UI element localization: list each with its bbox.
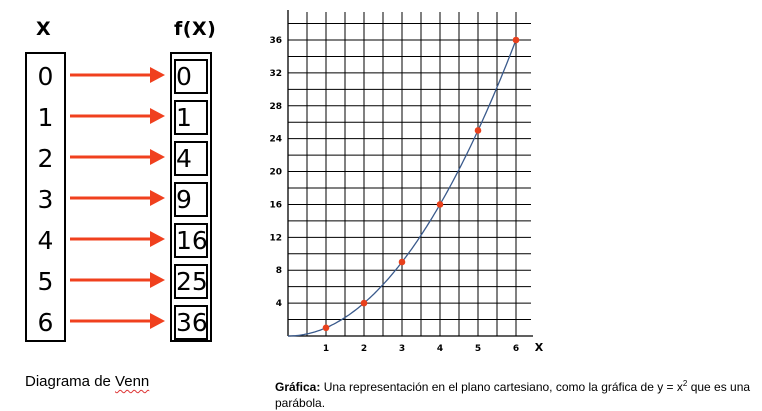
domain-value: 3	[37, 185, 54, 214]
data-point	[512, 36, 520, 44]
y-tick-label: 4	[276, 299, 282, 309]
domain-value: 4	[37, 226, 54, 255]
domain-header: X	[36, 18, 52, 40]
range-value: 25	[176, 267, 208, 296]
x-tick-label: 5	[475, 344, 481, 354]
range-value: 4	[176, 144, 192, 173]
mapping-arrow	[70, 67, 165, 83]
y-tick-label: 16	[269, 200, 282, 210]
mapping-arrow	[70, 149, 165, 165]
mapping-arrow	[70, 190, 165, 206]
graph-caption-bold: Gráfica:	[275, 380, 321, 394]
range-value-box	[174, 182, 208, 217]
domain-value: 6	[37, 308, 54, 337]
venn-caption-prefix: Diagrama de	[25, 373, 116, 390]
y-tick-label: 12	[269, 233, 282, 243]
mapping-arrow	[70, 108, 165, 124]
graph-caption-superscript: 2	[682, 379, 688, 388]
range-value-box	[174, 223, 208, 258]
y-tick-label: 36	[269, 36, 282, 46]
venn-caption: Diagrama de Venn	[25, 373, 149, 390]
data-point	[436, 201, 444, 208]
data-point	[474, 127, 482, 134]
range-value: 0	[176, 62, 192, 91]
range-value: 9	[176, 185, 192, 214]
y-tick-label: 32	[269, 69, 282, 79]
x-tick-label: 6	[513, 344, 519, 354]
domain-value: 5	[37, 267, 54, 296]
range-value-box	[174, 100, 208, 135]
y-tick-label: 8	[276, 266, 282, 276]
range-value-box	[174, 264, 208, 299]
x-tick-label: 4	[437, 344, 443, 354]
x-tick-label: 3	[399, 344, 405, 354]
y-tick-label: 20	[269, 168, 282, 178]
range-value-box	[174, 141, 208, 176]
graph-caption-text-1: Una representación en el plano cartesian…	[320, 380, 683, 394]
domain-value: 2	[37, 144, 54, 173]
range-header: f(X)	[174, 18, 217, 40]
x-tick-label: 1	[323, 344, 329, 354]
range-value-box	[174, 305, 208, 340]
mapping-diagram: X f(X) 0 1 2 3 4 5 6 0 1 4 9 16 25 36	[0, 0, 260, 360]
mapping-arrow	[70, 231, 165, 247]
domain-value: 1	[37, 103, 54, 132]
range-value-box	[174, 59, 208, 94]
data-point	[360, 299, 368, 307]
mapping-arrow	[70, 313, 165, 329]
range-value: 16	[176, 226, 208, 255]
graph-caption: Gráfica: Una representación en el plano …	[275, 376, 755, 411]
y-tick-label: 28	[269, 102, 282, 112]
x-tick-label: 2	[361, 344, 367, 354]
domain-value: 0	[37, 62, 54, 91]
domain-set-box: 0 1 2 3 4 5 6	[25, 52, 66, 342]
chart-grid	[288, 12, 531, 336]
y-tick-label: 24	[269, 135, 282, 145]
venn-caption-word: Venn	[115, 373, 150, 390]
data-point	[322, 324, 330, 332]
data-point	[398, 258, 406, 266]
mapping-arrows	[70, 67, 165, 329]
range-value: 1	[176, 103, 192, 132]
range-value: 36	[176, 308, 208, 337]
range-set-box: 0 1 4 9 16 25 36	[170, 52, 212, 342]
x-axis-label: X	[535, 341, 544, 354]
mapping-arrow	[70, 272, 165, 288]
